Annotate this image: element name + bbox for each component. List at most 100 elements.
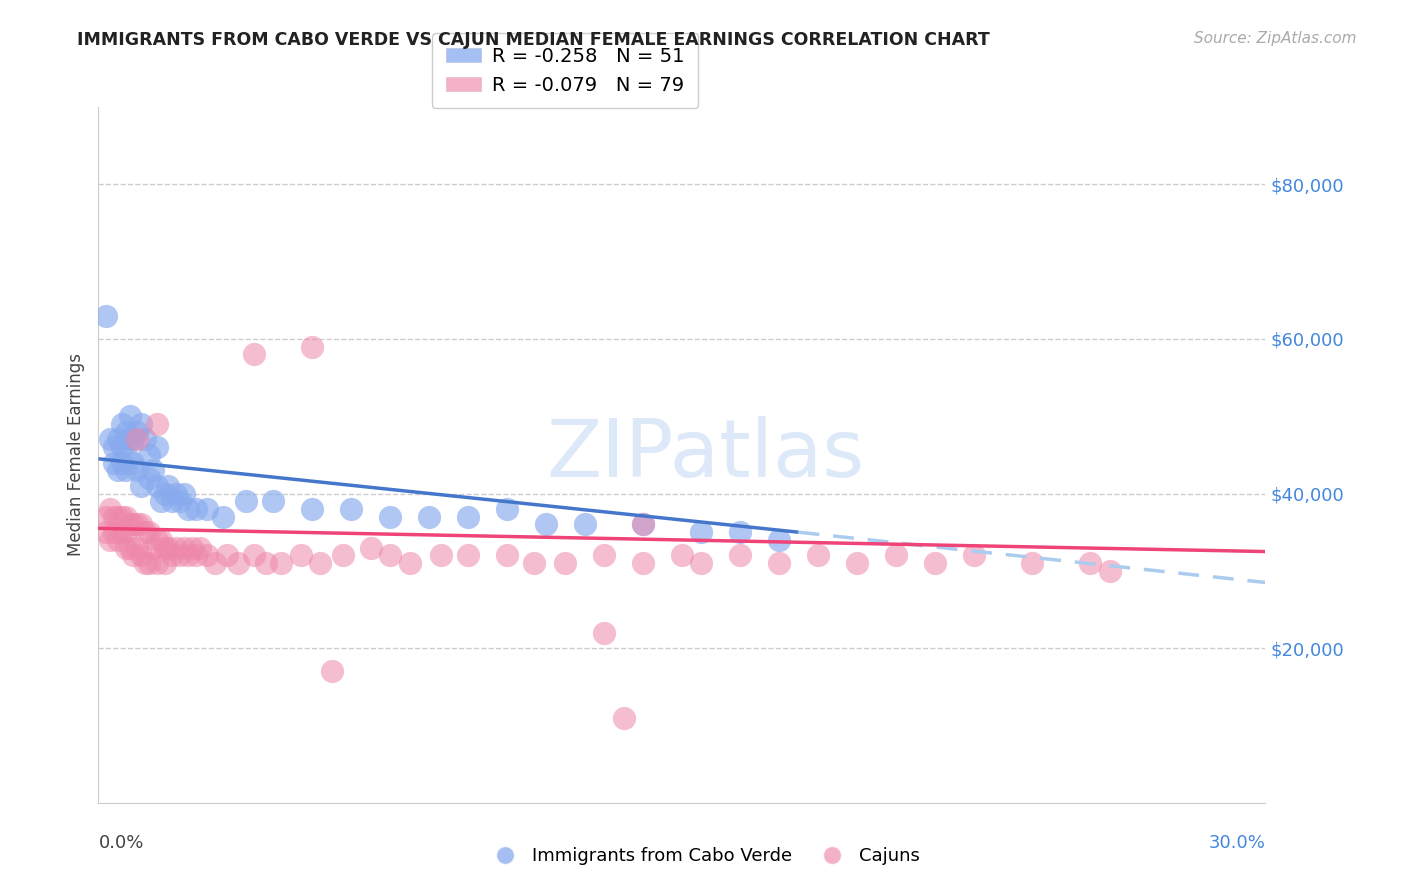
Point bbox=[111, 417, 134, 431]
Point bbox=[157, 479, 180, 493]
Point bbox=[127, 517, 149, 532]
Point bbox=[118, 517, 141, 532]
Point bbox=[188, 541, 211, 555]
Point bbox=[114, 509, 136, 524]
Point bbox=[162, 494, 184, 508]
Point bbox=[129, 549, 152, 563]
Point bbox=[730, 549, 752, 563]
Point bbox=[290, 549, 312, 563]
Point bbox=[138, 525, 160, 540]
Point bbox=[184, 502, 207, 516]
Point bbox=[153, 556, 176, 570]
Point bbox=[380, 509, 402, 524]
Point bbox=[496, 502, 519, 516]
Point bbox=[631, 517, 654, 532]
Point bbox=[146, 417, 169, 431]
Point bbox=[153, 541, 176, 555]
Point bbox=[768, 533, 790, 547]
Point bbox=[153, 486, 176, 500]
Point bbox=[111, 509, 134, 524]
Point bbox=[212, 509, 235, 524]
Point bbox=[157, 541, 180, 555]
Text: Source: ZipAtlas.com: Source: ZipAtlas.com bbox=[1194, 31, 1357, 46]
Point bbox=[111, 525, 134, 540]
Point bbox=[429, 549, 451, 563]
Point bbox=[149, 533, 172, 547]
Point bbox=[262, 494, 284, 508]
Point bbox=[360, 541, 382, 555]
Point bbox=[114, 425, 136, 439]
Point bbox=[129, 517, 152, 532]
Point bbox=[554, 556, 576, 570]
Point bbox=[254, 556, 277, 570]
Text: IMMIGRANTS FROM CABO VERDE VS CAJUN MEDIAN FEMALE EARNINGS CORRELATION CHART: IMMIGRANTS FROM CABO VERDE VS CAJUN MEDI… bbox=[77, 31, 990, 49]
Point bbox=[631, 556, 654, 570]
Point bbox=[122, 456, 145, 470]
Point bbox=[228, 556, 250, 570]
Point bbox=[114, 541, 136, 555]
Point bbox=[103, 509, 125, 524]
Point bbox=[593, 625, 616, 640]
Point bbox=[165, 541, 187, 555]
Point bbox=[807, 549, 830, 563]
Point bbox=[127, 541, 149, 555]
Point bbox=[457, 509, 479, 524]
Point bbox=[122, 549, 145, 563]
Point bbox=[134, 556, 156, 570]
Point bbox=[671, 549, 693, 563]
Point bbox=[114, 448, 136, 462]
Point bbox=[107, 433, 129, 447]
Point bbox=[107, 533, 129, 547]
Point bbox=[496, 549, 519, 563]
Point bbox=[418, 509, 440, 524]
Point bbox=[111, 440, 134, 454]
Point bbox=[593, 549, 616, 563]
Point bbox=[169, 549, 191, 563]
Point bbox=[270, 556, 292, 570]
Point bbox=[380, 549, 402, 563]
Point bbox=[243, 347, 266, 361]
Point bbox=[215, 549, 238, 563]
Point bbox=[924, 556, 946, 570]
Point bbox=[884, 549, 907, 563]
Point bbox=[96, 525, 118, 540]
Point bbox=[177, 549, 200, 563]
Point bbox=[107, 509, 129, 524]
Point bbox=[301, 340, 323, 354]
Point bbox=[98, 433, 121, 447]
Point bbox=[122, 517, 145, 532]
Point bbox=[162, 549, 184, 563]
Point bbox=[103, 440, 125, 454]
Point bbox=[309, 556, 332, 570]
Point bbox=[127, 463, 149, 477]
Point bbox=[146, 440, 169, 454]
Point bbox=[118, 541, 141, 555]
Point bbox=[730, 525, 752, 540]
Point bbox=[146, 556, 169, 570]
Point bbox=[129, 417, 152, 431]
Point bbox=[177, 502, 200, 516]
Point bbox=[768, 556, 790, 570]
Point bbox=[103, 525, 125, 540]
Text: ZIPatlas: ZIPatlas bbox=[546, 416, 865, 494]
Point bbox=[1080, 556, 1102, 570]
Point bbox=[96, 309, 118, 323]
Point bbox=[235, 494, 257, 508]
Point bbox=[118, 433, 141, 447]
Point bbox=[301, 502, 323, 516]
Point bbox=[103, 456, 125, 470]
Point bbox=[114, 525, 136, 540]
Point bbox=[321, 665, 343, 679]
Legend: Immigrants from Cabo Verde, Cajuns: Immigrants from Cabo Verde, Cajuns bbox=[479, 840, 927, 872]
Point bbox=[574, 517, 596, 532]
Text: 30.0%: 30.0% bbox=[1209, 834, 1265, 852]
Point bbox=[146, 479, 169, 493]
Point bbox=[523, 556, 546, 570]
Point bbox=[690, 525, 713, 540]
Point bbox=[134, 433, 156, 447]
Point bbox=[1021, 556, 1043, 570]
Point bbox=[96, 509, 118, 524]
Point bbox=[127, 433, 149, 447]
Point bbox=[534, 517, 557, 532]
Point bbox=[173, 486, 195, 500]
